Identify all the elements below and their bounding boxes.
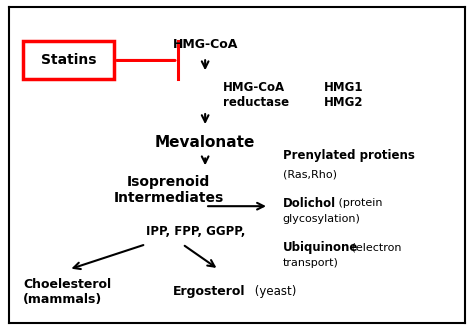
Text: Choelesterol
(mammals): Choelesterol (mammals) <box>23 278 111 306</box>
Text: Ubiquinone: Ubiquinone <box>283 241 358 254</box>
Text: glycosylation): glycosylation) <box>283 214 360 224</box>
Text: (yeast): (yeast) <box>251 285 296 298</box>
Text: (protein: (protein <box>335 198 383 208</box>
Text: Isoprenoid
Intermediates: Isoprenoid Intermediates <box>114 175 224 206</box>
Text: Statins: Statins <box>41 53 96 67</box>
Text: Dolichol: Dolichol <box>283 197 336 210</box>
Text: HMG1
HMG2: HMG1 HMG2 <box>323 81 363 109</box>
Text: HMG-CoA
reductase: HMG-CoA reductase <box>223 81 290 109</box>
FancyBboxPatch shape <box>23 42 114 80</box>
Text: Ergosterol: Ergosterol <box>173 285 246 298</box>
Text: Prenylated protiens: Prenylated protiens <box>283 149 414 162</box>
Text: Mevalonate: Mevalonate <box>155 135 255 150</box>
Text: IPP, FPP, GGPP,: IPP, FPP, GGPP, <box>146 225 246 238</box>
Text: HMG-CoA: HMG-CoA <box>173 38 238 51</box>
Text: transport): transport) <box>283 258 338 268</box>
Text: (electron: (electron <box>348 242 402 252</box>
Text: (Ras,Rho): (Ras,Rho) <box>283 170 337 180</box>
